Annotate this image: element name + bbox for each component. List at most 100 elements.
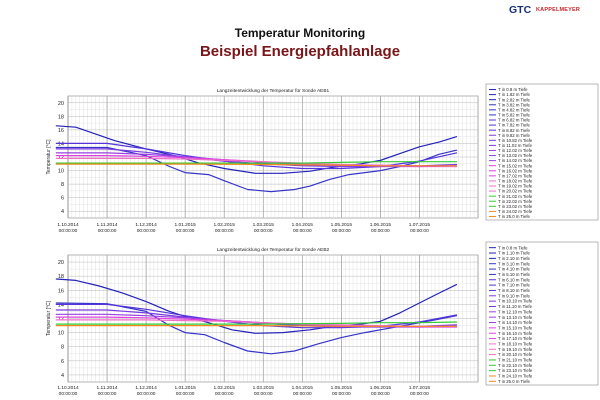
legend-entry: T in 19.02 m Tiefe bbox=[498, 184, 533, 189]
legend-entry: T in 16.02 m Tiefe bbox=[498, 168, 533, 173]
legend-entry: T in 10.82 m Tiefe bbox=[498, 138, 533, 143]
x-tick-time: 00:00:00 bbox=[176, 228, 195, 234]
y-tick-label: 4 bbox=[61, 209, 64, 215]
legend-entry: T in 19.10 m Tiefe bbox=[498, 347, 533, 352]
x-tick-date: 1.11.2014 bbox=[97, 385, 118, 391]
x-tick-time: 00:00:00 bbox=[59, 391, 78, 397]
y-axis-label-1: Temperatur [°C] bbox=[46, 139, 52, 175]
x-tick-date: 1.02.2015 bbox=[214, 222, 236, 228]
y-tick-label: 14 bbox=[58, 141, 64, 147]
y-tick-label: 20 bbox=[58, 101, 64, 107]
y-tick-label: 18 bbox=[58, 274, 64, 280]
legend-entry: T in 6.10 m Tiefe bbox=[498, 277, 531, 282]
legend-entry: T in 15.10 m Tiefe bbox=[498, 325, 533, 330]
logo-main-text: GTC bbox=[509, 4, 532, 16]
y-tick-label: 18 bbox=[58, 114, 64, 120]
series-line-1-8 bbox=[55, 161, 458, 164]
legend-entry: T in 13.02 m Tiefe bbox=[498, 153, 533, 158]
legend-entry: T in 21.10 m Tiefe bbox=[498, 358, 533, 363]
x-tick-time: 00:00:00 bbox=[254, 391, 273, 397]
series-line-1-3 bbox=[55, 142, 458, 170]
series-line-1-9 bbox=[55, 163, 458, 167]
company-logo: GTC KAPPELMEYER bbox=[509, 4, 597, 22]
legend-box-2 bbox=[485, 241, 599, 386]
legend-entry: T in 17.10 m Tiefe bbox=[498, 336, 533, 341]
x-tick-date: 1.10.2014 bbox=[57, 385, 79, 391]
legend-entry: T in 9.82 m Tiefe bbox=[498, 133, 531, 138]
legend-entry: T in 5.10 m Tiefe bbox=[498, 272, 531, 277]
x-tick-time: 00:00:00 bbox=[293, 391, 312, 397]
legend-entry: T in 20.02 m Tiefe bbox=[498, 189, 533, 194]
legend-entry: T in 7.10 m Tiefe bbox=[498, 283, 531, 288]
y-tick-label: 6 bbox=[61, 359, 64, 365]
series-line-2-9 bbox=[55, 325, 458, 327]
chart-title-2: Langzeitentwicklung der Temperatur für S… bbox=[217, 247, 330, 253]
legend-entry: T in 2.10 m Tiefe bbox=[498, 256, 531, 261]
x-tick-time: 00:00:00 bbox=[410, 391, 429, 397]
x-tick-date: 1.04.2015 bbox=[292, 385, 314, 391]
x-tick-date: 1.04.2015 bbox=[292, 222, 314, 228]
y-axis-label-2: Temperatur [°C] bbox=[46, 300, 52, 336]
legend-entry: T in 3.82 m Tiefe bbox=[498, 102, 531, 107]
legend-entry: T in 23.02 m Tiefe bbox=[498, 204, 533, 209]
legend-entry: T in 4.82 m Tiefe bbox=[498, 107, 531, 112]
y-tick-label: 8 bbox=[61, 182, 64, 188]
x-tick-time: 00:00:00 bbox=[98, 391, 117, 397]
series-line-1-1 bbox=[55, 125, 458, 174]
legend-entry: T in 12.02 m Tiefe bbox=[498, 148, 533, 153]
legend-entry: T in 8.10 m Tiefe bbox=[498, 288, 531, 293]
x-tick-date: 1.06.2015 bbox=[370, 385, 392, 391]
x-tick-date: 1.07.2015 bbox=[409, 385, 431, 391]
legend-entry: T in 20.10 m Tiefe bbox=[498, 352, 533, 357]
x-tick-time: 00:00:00 bbox=[254, 228, 273, 234]
legend-entry: T in 14.10 m Tiefe bbox=[498, 320, 533, 325]
legend-entry: T in 7.82 m Tiefe bbox=[498, 123, 531, 128]
x-tick-date: 1.03.2015 bbox=[253, 222, 275, 228]
y-tick-label: 14 bbox=[58, 302, 64, 308]
legend-entry: T in 21.02 m Tiefe bbox=[498, 194, 533, 199]
legend-entry: T in 6.82 m Tiefe bbox=[498, 118, 531, 123]
legend-entry: T in 18.02 m Tiefe bbox=[498, 179, 533, 184]
x-tick-date: 1.11.2014 bbox=[97, 222, 118, 228]
x-tick-date: 1.05.2015 bbox=[331, 385, 353, 391]
y-tick-label: 8 bbox=[61, 345, 64, 351]
x-tick-date: 1.06.2015 bbox=[370, 222, 392, 228]
x-tick-time: 00:00:00 bbox=[215, 228, 234, 234]
legend-box-1 bbox=[485, 83, 599, 221]
x-tick-date: 1.01.2015 bbox=[174, 385, 196, 391]
legend-entry: T in 22.02 m Tiefe bbox=[498, 199, 533, 204]
x-tick-time: 00:00:00 bbox=[371, 391, 390, 397]
x-tick-time: 00:00:00 bbox=[215, 391, 234, 397]
x-tick-date: 1.01.2015 bbox=[174, 222, 196, 228]
legend-entry: T in 0.8 m Tiefe bbox=[498, 87, 528, 92]
legend-entry: T in 25.0 m Tiefe bbox=[498, 379, 531, 384]
legend-entry: T in 24.02 m Tiefe bbox=[498, 209, 533, 214]
legend-entry: T in 13.10 m Tiefe bbox=[498, 315, 533, 320]
series-line-2-1 bbox=[55, 278, 458, 334]
x-tick-date: 1.03.2015 bbox=[253, 385, 275, 391]
legend-entry: T in 16.10 m Tiefe bbox=[498, 331, 533, 336]
legend-entry: T in 11.10 m Tiefe bbox=[498, 304, 533, 309]
y-tick-label: 6 bbox=[61, 196, 64, 202]
x-tick-time: 00:00:00 bbox=[332, 228, 351, 234]
y-tick-label: 10 bbox=[58, 169, 64, 175]
logo-sub-text: KAPPELMEYER bbox=[536, 7, 581, 13]
x-tick-time: 00:00:00 bbox=[410, 228, 429, 234]
legend-entry: T in 23.10 m Tiefe bbox=[498, 368, 533, 373]
legend-entry: T in 1.10 m Tiefe bbox=[498, 251, 531, 256]
legend-entry: T in 15.02 m Tiefe bbox=[498, 163, 533, 168]
x-tick-time: 00:00:00 bbox=[176, 391, 195, 397]
legend-entry: T in 10.10 m Tiefe bbox=[498, 299, 533, 304]
legend-entry: T in 0.8 m Tiefe bbox=[498, 245, 528, 250]
x-tick-date: 1.07.2015 bbox=[409, 222, 431, 228]
y-tick-label: 16 bbox=[58, 128, 64, 134]
legend-entry: T in 24.10 m Tiefe bbox=[498, 374, 533, 379]
legend-entry: T in 8.82 m Tiefe bbox=[498, 128, 531, 133]
page-title: Temperatur Monitoring bbox=[234, 26, 366, 40]
legend-entry: T in 17.02 m Tiefe bbox=[498, 173, 533, 178]
y-tick-label: 10 bbox=[58, 331, 64, 337]
legend-entry: T in 11.02 m Tiefe bbox=[498, 143, 533, 148]
x-tick-date: 1.12.2014 bbox=[135, 385, 157, 391]
series-line-2-8 bbox=[55, 321, 458, 325]
